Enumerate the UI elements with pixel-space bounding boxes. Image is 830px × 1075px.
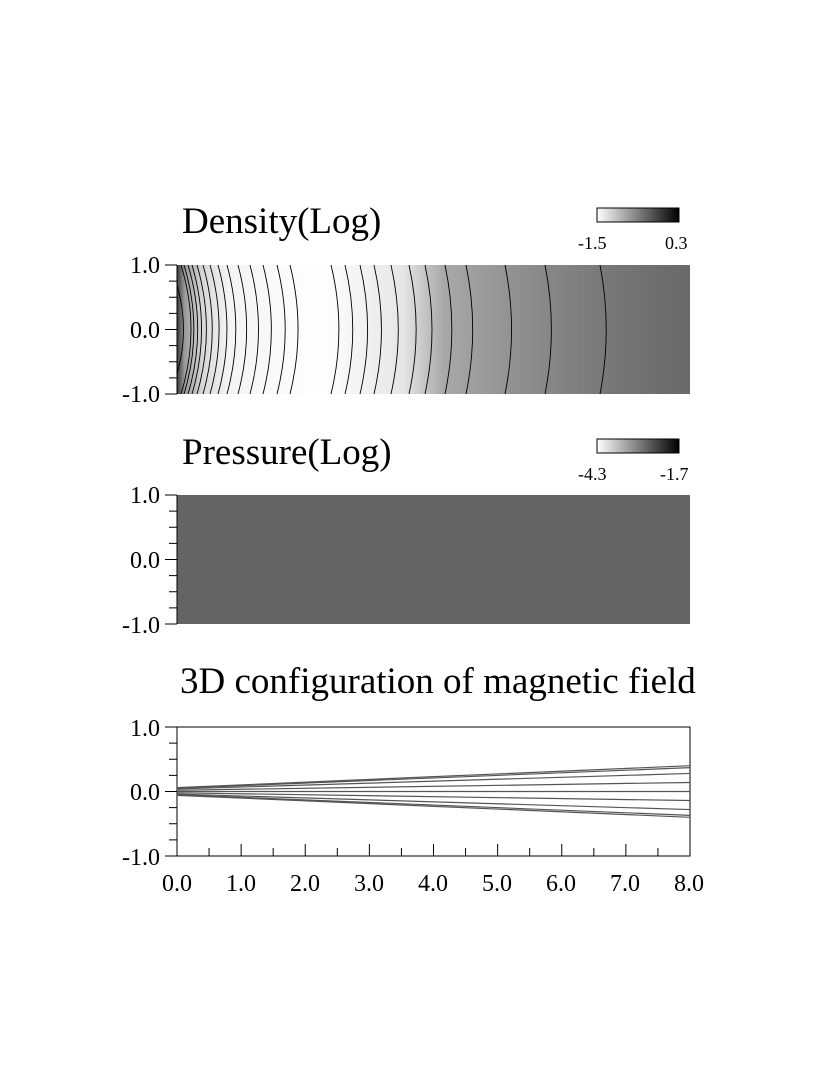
magnetic-x-tick-label: 7.0	[610, 871, 640, 897]
magnetic-field-line	[176, 794, 691, 816]
magnetic-y-tick-label: -1.0	[122, 845, 160, 871]
magnetic-y-tick-label: 1.0	[130, 716, 160, 742]
magnetic-x-tick-label: 1.0	[226, 871, 256, 897]
magnetic-field-line	[176, 772, 691, 790]
density-colorbar-max-label: 0.3	[665, 233, 688, 253]
density-colorbar: -1.5 0.3	[578, 207, 688, 253]
density-panel: Density(Log) -1.5 0.3 1.0 0.0 -1.0	[122, 201, 690, 408]
density-contour-line	[176, 284, 184, 375]
magnetic-field-line	[176, 792, 691, 802]
density-contour-line	[217, 264, 228, 395]
pressure-y-tick-label: 1.0	[130, 483, 160, 509]
pressure-panel: Pressure(Log) -4.3 -1.7 1.0 0.0 -1.0	[122, 432, 690, 639]
magnetic-field-line	[176, 765, 691, 789]
pressure-field	[177, 495, 690, 624]
density-contour-line	[344, 264, 354, 395]
density-y-tick-label: -1.0	[122, 382, 160, 408]
pressure-y-tick-label: -1.0	[122, 613, 160, 639]
magnetic-x-tick-label: 3.0	[354, 871, 384, 897]
density-contour-line	[444, 264, 453, 395]
magnetic-x-tick-label: 0.0	[162, 871, 192, 897]
pressure-colorbar-max-label: -1.7	[660, 464, 689, 484]
density-y-tick-label: 1.0	[130, 253, 160, 279]
magnetic-x-tick-label: 2.0	[290, 871, 320, 897]
magnetic-field-line	[176, 793, 691, 811]
magnetic-x-tick-label: 6.0	[546, 871, 576, 897]
density-contour-line	[180, 264, 192, 395]
density-contour-line	[408, 264, 417, 395]
magnetic-title: 3D configuration of magnetic field	[180, 661, 696, 702]
magnetic-field-line	[176, 767, 691, 789]
magnetic-y-tick-label: 0.0	[130, 780, 160, 806]
density-contour-line	[390, 264, 399, 395]
density-contour-line	[191, 264, 202, 395]
density-contour-line	[202, 264, 213, 395]
density-title: Density(Log)	[182, 201, 381, 242]
magnetic-field-line	[176, 794, 691, 818]
pressure-colorbar: -4.3 -1.7	[578, 438, 689, 484]
pressure-title: Pressure(Log)	[182, 432, 392, 473]
density-contour-line	[599, 264, 607, 395]
density-contour-line	[187, 264, 199, 395]
density-contour-line	[276, 264, 286, 395]
density-contour-line	[183, 264, 195, 395]
density-contour-line	[196, 264, 207, 395]
density-contour-line	[465, 264, 474, 395]
magnetic-y-ticks	[165, 726, 177, 857]
magnetic-x-ticks	[176, 844, 691, 856]
density-contour-line	[330, 264, 340, 395]
density-contour-line	[544, 264, 552, 395]
pressure-colorbar-bar	[596, 438, 680, 454]
density-contour-line	[373, 264, 382, 395]
density-contour-line	[262, 264, 272, 395]
magnetic-field-lines	[176, 765, 691, 818]
magnetic-x-tick-label: 5.0	[482, 871, 512, 897]
magnetic-x-tick-label: 4.0	[418, 871, 448, 897]
pressure-y-ticks	[165, 494, 177, 625]
density-contour-line	[504, 264, 512, 395]
density-contours	[176, 264, 607, 395]
density-contour-line	[424, 264, 433, 395]
density-field	[177, 265, 690, 394]
density-colorbar-bar	[596, 207, 680, 223]
magnetic-field-line	[176, 781, 691, 791]
pressure-y-tick-label: 0.0	[130, 548, 160, 574]
density-contour-line	[249, 264, 259, 395]
density-contour-line	[237, 264, 248, 395]
magnetic-panel: 3D configuration of magnetic field 1.0 0…	[122, 661, 704, 897]
density-contour-line	[359, 264, 369, 395]
magnetic-x-tick-label: 8.0	[674, 871, 704, 897]
pressure-colorbar-min-label: -4.3	[578, 464, 607, 484]
density-contour-line	[226, 264, 237, 395]
density-contour-line	[209, 264, 220, 395]
density-y-ticks	[165, 264, 177, 395]
density-y-tick-label: 0.0	[130, 318, 160, 344]
density-colorbar-min-label: -1.5	[578, 233, 607, 253]
density-contour-line	[289, 264, 299, 395]
